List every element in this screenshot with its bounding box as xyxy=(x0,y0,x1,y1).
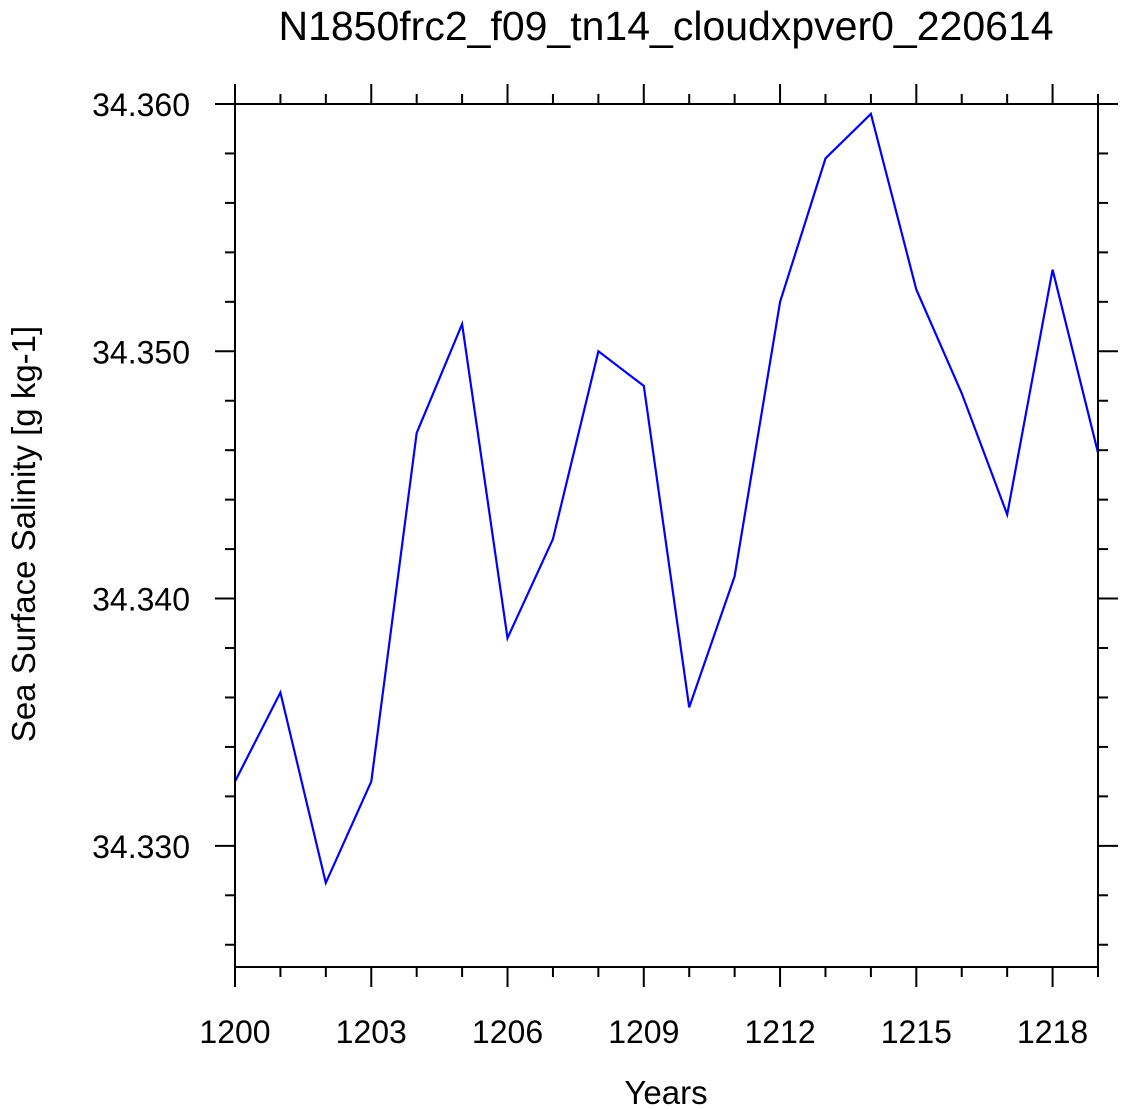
series-line xyxy=(234,111,1100,887)
x-tick-label: 1200 xyxy=(199,1014,270,1050)
axis-tick-labels: 1200 1203 1206 1209 1212 1215 1218 34.330 34.340… xyxy=(92,87,1088,1050)
y-tick-label: 34.340 xyxy=(92,582,190,618)
x-tick-label: 1218 xyxy=(1017,1014,1088,1050)
x-tick-label: 1212 xyxy=(744,1014,815,1050)
x-tick-label: 1215 xyxy=(881,1014,952,1050)
chart-title: N1850frc2_f09_tn14_cloudxpver0_220614 xyxy=(278,3,1053,49)
axis-ticks xyxy=(215,84,1118,987)
y-tick-label: 34.360 xyxy=(92,87,190,123)
y-axis-label: Sea Surface Salinity [g kg-1] xyxy=(5,326,42,742)
y-tick-label: 34.330 xyxy=(92,829,190,865)
x-tick-label: 1203 xyxy=(336,1014,407,1050)
y-tick-label: 34.350 xyxy=(92,334,190,370)
x-tick-label: 1209 xyxy=(608,1014,679,1050)
plot-frame xyxy=(234,103,1099,968)
x-axis-label: Years xyxy=(624,1074,707,1110)
x-tick-label: 1206 xyxy=(472,1014,543,1050)
